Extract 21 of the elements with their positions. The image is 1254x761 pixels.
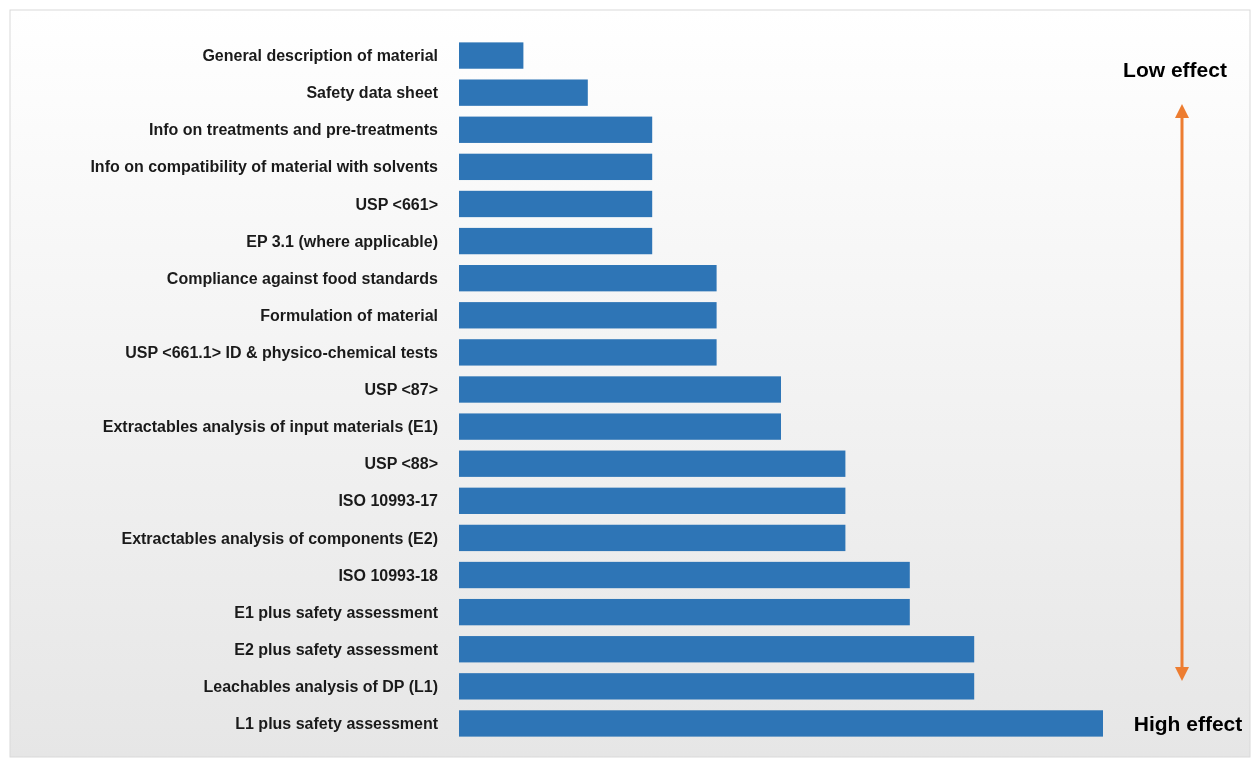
y-tick-label: Info on treatments and pre-treatments: [149, 121, 439, 139]
y-tick-label: Leachables analysis of DP (L1): [203, 677, 438, 695]
y-tick-label: ISO 10993-17: [338, 492, 439, 510]
y-tick-label: L1 plus safety assessment: [235, 715, 439, 733]
y-tick-label: Formulation of material: [260, 306, 438, 324]
y-tick-label: Info on compatibility of material with solvents: [90, 158, 439, 176]
y-tick-label: USP <87>: [364, 381, 438, 399]
y-tick-label: Compliance against food standards: [166, 269, 439, 287]
y-tick-label: E2 plus safety assessment: [234, 640, 439, 658]
y-tick-label: USP <661.1> ID & physico-chemical tests: [125, 343, 439, 361]
y-tick-label: ISO 10993-18: [338, 566, 439, 584]
y-tick-label: General description of material: [202, 47, 438, 65]
y-tick-label: EP 3.1 (where applicable): [246, 232, 438, 250]
y-tick-label: Extractables analysis of input materials (E1): [102, 418, 438, 436]
text: High effect: [1133, 712, 1243, 736]
y-tick-label: E1 plus safety assessment: [234, 603, 439, 621]
y-tick-label: Safety data sheet: [306, 84, 439, 102]
y-tick-label: USP <661>: [355, 195, 438, 213]
text: Low effect: [1123, 58, 1227, 82]
y-tick-label: Extractables analysis of components (E2): [121, 529, 438, 547]
y-tick-label: USP <88>: [364, 455, 438, 473]
